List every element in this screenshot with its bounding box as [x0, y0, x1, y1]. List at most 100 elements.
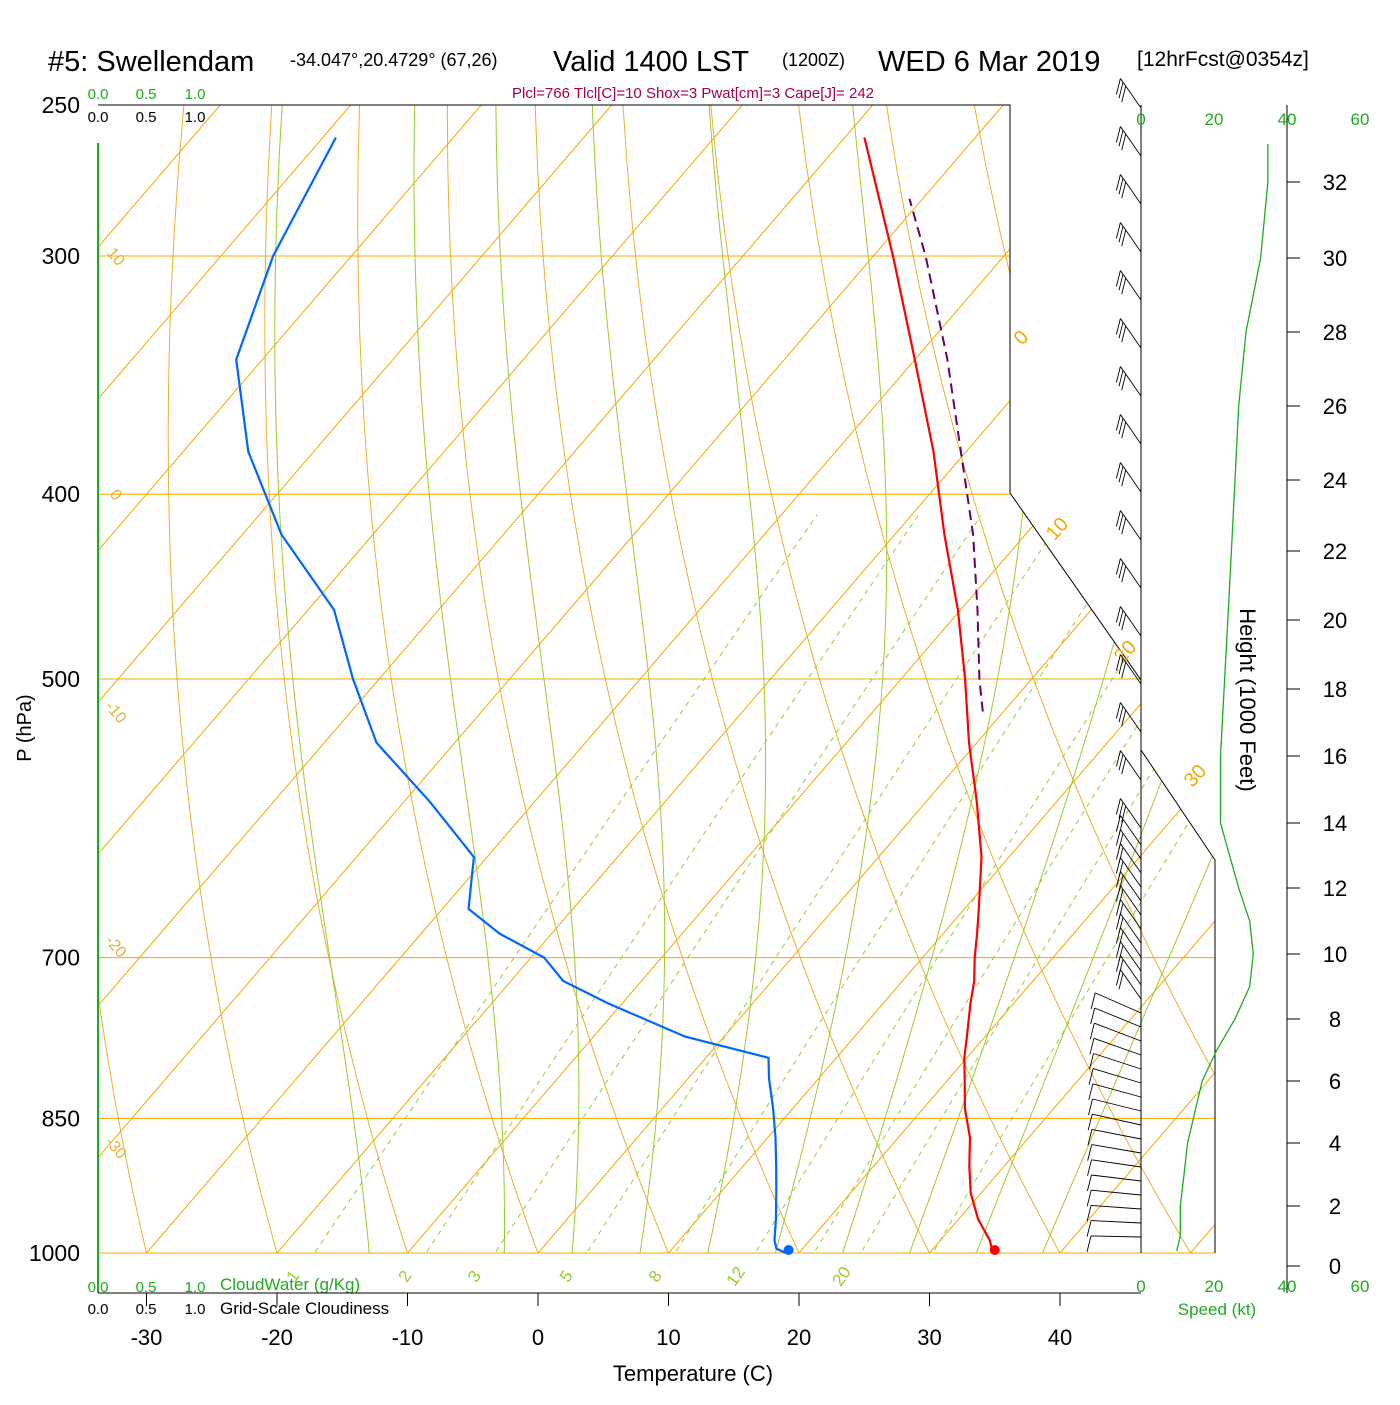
isotherm-label: -30	[102, 1134, 130, 1163]
height-tick-label: 26	[1323, 394, 1347, 419]
dry-adiabat-line	[1049, 36, 1400, 1293]
cloudiness-tick: 0.0	[88, 109, 109, 126]
cloudwater-tick: 0.5	[136, 86, 157, 103]
isotherm-line	[0, 36, 932, 1293]
dry-adiabat-line	[877, 36, 1347, 1293]
isotherm-line	[1025, 36, 1400, 1293]
cloudwater-tick: 1.0	[185, 86, 206, 103]
wind-barb	[1116, 367, 1141, 397]
wind-barb	[1089, 1084, 1141, 1100]
wind-barb	[1116, 127, 1141, 157]
temperature-tick-label: -30	[131, 1325, 163, 1350]
height-tick-label: 2	[1329, 1194, 1341, 1219]
wind-barb	[1116, 463, 1141, 493]
y-axis-label: P (hPa)	[14, 694, 36, 761]
height-tick-label: 20	[1323, 608, 1347, 633]
isotherm-label: -20	[102, 932, 130, 961]
wind-barb	[1116, 175, 1141, 205]
dry-adiabat-line	[534, 36, 818, 1293]
wind-barb	[1089, 1099, 1142, 1115]
height-tick-label: 14	[1323, 811, 1347, 836]
wind-barb	[1116, 607, 1141, 637]
temperature-tick-label: 30	[917, 1325, 941, 1350]
isotherm-line	[0, 36, 541, 1293]
isotherm-line	[503, 36, 1400, 1293]
moist-adiabat-line	[1025, 36, 1400, 1293]
zulu-time: (1200Z)	[782, 50, 845, 70]
moist-adiabat-line	[895, 36, 1218, 1293]
pressure-tick-label: 700	[42, 945, 80, 971]
pressure-tick-label: 250	[42, 92, 80, 118]
surface-dewpoint-marker	[784, 1245, 794, 1255]
wind-speed-tick-top: 20	[1205, 110, 1224, 129]
wind-barb	[1116, 79, 1141, 109]
wind-barbs	[1087, 79, 1141, 1252]
cloudiness-tick: 1.0	[185, 1301, 206, 1318]
mixing-ratio-line	[731, 515, 1217, 1294]
dewpoint-line	[236, 138, 786, 1254]
moist-adiabat-line	[960, 36, 1400, 1293]
isotherm-line	[634, 36, 1400, 1293]
cloudiness-label: Grid-Scale Cloudiness	[220, 1299, 389, 1318]
valid-date: WED 6 Mar 2019	[878, 46, 1100, 78]
height-tick-label: 30	[1323, 246, 1347, 271]
mixing-ratio-label: 20	[829, 1263, 855, 1289]
wind-barb	[1087, 1190, 1141, 1206]
pressure-tick-label: 850	[42, 1105, 80, 1131]
temperature-line	[864, 138, 994, 1254]
pressure-tick-label: 1000	[29, 1240, 80, 1266]
height-tick-label: 22	[1323, 539, 1347, 564]
temperature-tick-label: 40	[1048, 1325, 1072, 1350]
isotherm-line	[1286, 36, 1400, 1293]
mixing-ratio-line	[287, 515, 817, 1294]
cloudiness-tick: 0.5	[136, 109, 157, 126]
isotherm-line	[895, 36, 1400, 1293]
wind-barb	[1087, 1205, 1141, 1221]
mixing-ratio-line	[469, 515, 982, 1294]
isotherm-label: 10	[1042, 513, 1073, 544]
wind-barb	[1088, 1129, 1141, 1145]
station-coords: -34.047°,20.4729° (67,26)	[290, 50, 498, 70]
temperature-tick-label: -10	[392, 1325, 424, 1350]
mixing-ratio-label: 12	[723, 1263, 749, 1289]
pressure-tick-label: 400	[42, 481, 80, 507]
cloudwater-scale-bottom: 0.0 0.5 1.0 CloudWater (g/Kg) 0.0 0.5 1.…	[88, 1275, 390, 1318]
isotherm-label: 10	[103, 245, 128, 270]
wind-speed-label: Speed (kt)	[1178, 1300, 1256, 1319]
height-tick-label: 0	[1329, 1254, 1341, 1279]
mixing-ratio-line	[650, 515, 1144, 1294]
wind-barb	[1091, 1008, 1141, 1027]
wind-barb	[1116, 751, 1141, 781]
dry-adiabat-line	[168, 36, 288, 1293]
pressure-tick-label: 300	[42, 243, 80, 269]
wind-barb	[1087, 1175, 1141, 1191]
cloudwater-tick: 0.0	[88, 86, 109, 103]
dry-adiabat-line	[706, 36, 1083, 1293]
wind-barb	[1116, 223, 1141, 253]
height-tick-label: 4	[1329, 1131, 1341, 1156]
wind-barb	[1116, 415, 1141, 445]
wind-speed-tick-bottom: 0	[1136, 1277, 1145, 1296]
station-title: #5: Swellendam	[48, 46, 254, 78]
wind-barb	[1116, 511, 1141, 541]
height-tick-label: 16	[1323, 744, 1347, 769]
temperature-tick-label: -20	[261, 1325, 293, 1350]
mixing-ratio-label: 5	[556, 1267, 577, 1286]
dry-adiabat-line	[265, 36, 421, 1293]
wind-barb	[1087, 1236, 1141, 1252]
mixing-ratio-line	[399, 515, 918, 1294]
dry-adiabat-line	[447, 36, 685, 1293]
wind-barb	[1116, 970, 1141, 1000]
wind-barb	[1116, 559, 1141, 589]
valid-time: Valid 1400 LST	[553, 46, 749, 78]
surface-temperature-marker	[990, 1245, 1000, 1255]
height-tick-label: 10	[1323, 942, 1347, 967]
height-tick-label: 24	[1323, 468, 1347, 493]
temperature-tick-label: 0	[532, 1325, 544, 1350]
cloudwater-scale-top: 0.0 0.5 1.0 0.0 0.5 1.0	[88, 86, 206, 126]
